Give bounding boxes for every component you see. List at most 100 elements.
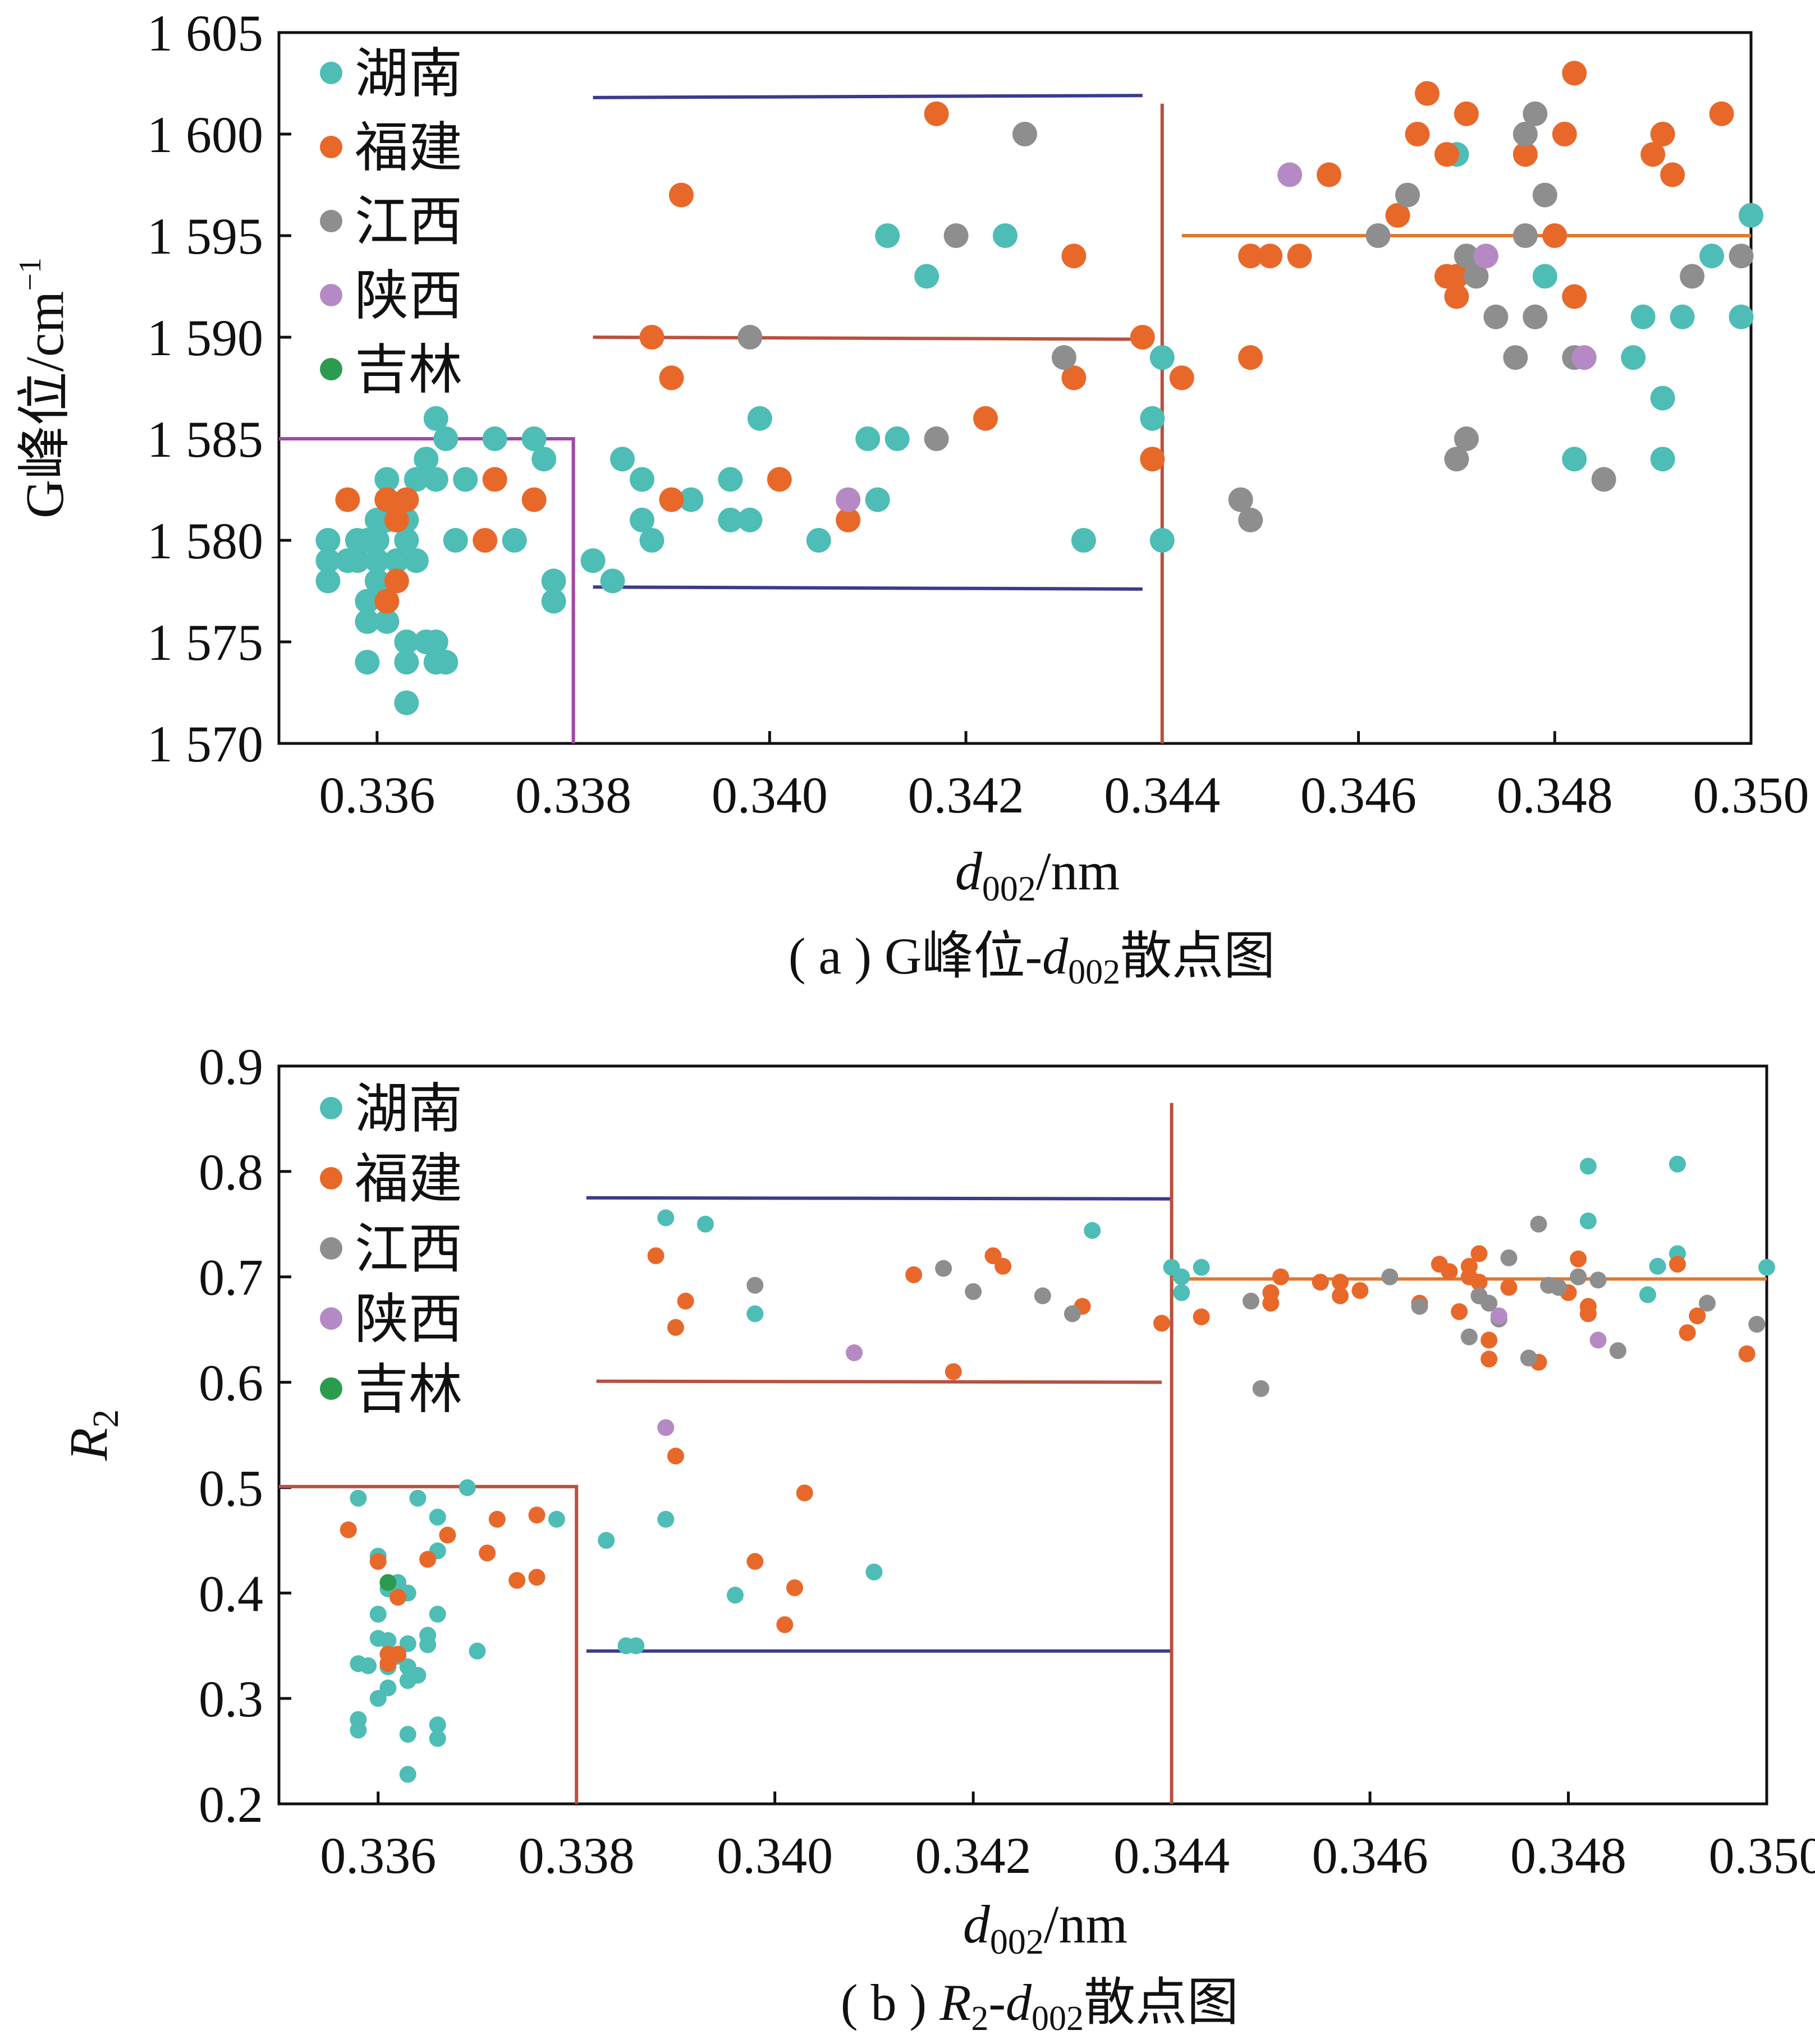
data-point xyxy=(657,1510,675,1528)
data-point xyxy=(1444,264,1469,289)
legend-marker xyxy=(320,284,342,306)
data-point xyxy=(1332,1287,1349,1305)
data-point xyxy=(668,182,694,208)
data-point xyxy=(905,1266,923,1283)
x-tick-label: 0.338 xyxy=(515,766,631,824)
data-point xyxy=(389,1646,407,1663)
legend-marker xyxy=(320,358,342,380)
data-point xyxy=(1470,1274,1488,1291)
data-point xyxy=(994,1257,1012,1275)
data-point xyxy=(657,1419,675,1436)
data-point xyxy=(394,528,419,553)
data-point xyxy=(600,568,625,594)
data-point xyxy=(469,1642,486,1660)
legend-label: 江西 xyxy=(355,190,462,253)
data-point xyxy=(1051,345,1076,370)
data-point xyxy=(459,1479,476,1496)
data-point xyxy=(627,1637,645,1655)
data-point xyxy=(374,487,400,512)
data-point xyxy=(1523,101,1548,126)
reference-line-blue xyxy=(586,1196,1172,1201)
data-point xyxy=(364,548,389,573)
y-tick-label: 0.7 xyxy=(199,1249,263,1306)
x-tick-label: 0.346 xyxy=(1300,766,1417,824)
data-point xyxy=(364,568,389,594)
data-point xyxy=(1252,1380,1269,1397)
data-point xyxy=(369,1605,387,1623)
data-point xyxy=(1698,1294,1716,1312)
data-point xyxy=(423,630,448,654)
data-point xyxy=(1689,1307,1706,1325)
legend-marker xyxy=(320,136,342,158)
data-point xyxy=(1483,304,1509,329)
data-point xyxy=(1149,528,1175,553)
data-point xyxy=(502,528,527,553)
x-tick-label: 0.350 xyxy=(1709,1827,1815,1884)
data-point xyxy=(993,223,1018,248)
data-point xyxy=(1272,1268,1290,1285)
data-point xyxy=(914,264,939,289)
y-tick-label: 1 580 xyxy=(147,512,263,569)
data-point xyxy=(315,568,341,594)
data-point xyxy=(746,1276,764,1294)
data-point xyxy=(1739,203,1763,228)
data-point xyxy=(521,487,547,512)
y-tick-label: 0.5 xyxy=(199,1459,263,1517)
data-point xyxy=(746,1305,764,1322)
data-point xyxy=(521,426,547,451)
data-point xyxy=(855,426,881,451)
data-point xyxy=(541,589,566,614)
data-point xyxy=(394,690,419,715)
data-point xyxy=(836,487,861,512)
data-point xyxy=(1385,203,1410,228)
data-point xyxy=(419,1636,437,1653)
y-axis-label: R2 xyxy=(58,1409,126,1462)
data-point xyxy=(409,1490,427,1507)
data-point xyxy=(973,406,998,431)
data-point xyxy=(659,365,684,391)
data-point xyxy=(1332,1274,1349,1291)
data-point xyxy=(1670,304,1695,329)
data-point xyxy=(1173,1284,1190,1301)
x-tick-label: 0.342 xyxy=(915,1827,1032,1884)
data-point xyxy=(1238,507,1263,532)
legend-label: 陕西 xyxy=(355,1288,462,1351)
reference-line-purple xyxy=(279,437,575,743)
data-point xyxy=(1381,1268,1399,1285)
data-point xyxy=(1454,426,1479,451)
data-point xyxy=(1591,467,1616,492)
data-point xyxy=(846,1344,863,1361)
data-point xyxy=(360,1657,377,1674)
data-point xyxy=(1454,244,1479,269)
data-point xyxy=(598,1532,615,1549)
y-tick-label: 0.9 xyxy=(199,1038,263,1095)
data-point xyxy=(1481,1331,1498,1349)
data-point xyxy=(1454,101,1479,126)
data-point xyxy=(776,1616,794,1633)
data-point xyxy=(389,1588,407,1606)
y-axis-label: G峰位/cm−1 xyxy=(13,258,75,518)
data-point xyxy=(639,325,664,350)
data-point xyxy=(1193,1258,1210,1276)
data-point xyxy=(1012,122,1037,146)
data-point xyxy=(1153,1315,1170,1332)
data-point xyxy=(364,528,389,553)
data-point xyxy=(1669,1155,1686,1173)
data-point xyxy=(984,1247,1002,1265)
legend-marker xyxy=(320,1167,342,1189)
data-point xyxy=(1609,1342,1626,1359)
data-point xyxy=(1169,365,1194,391)
data-point xyxy=(379,1632,397,1649)
data-point xyxy=(1699,244,1725,269)
legend-label: 福建 xyxy=(355,116,462,179)
data-point xyxy=(508,1572,526,1589)
data-point xyxy=(384,507,409,532)
data-point xyxy=(1228,487,1253,512)
data-point xyxy=(767,467,792,492)
data-point xyxy=(453,467,478,492)
data-point xyxy=(718,467,743,492)
data-point xyxy=(1238,244,1263,269)
data-point xyxy=(806,528,831,553)
data-point xyxy=(657,1209,675,1227)
data-point xyxy=(1729,244,1754,269)
